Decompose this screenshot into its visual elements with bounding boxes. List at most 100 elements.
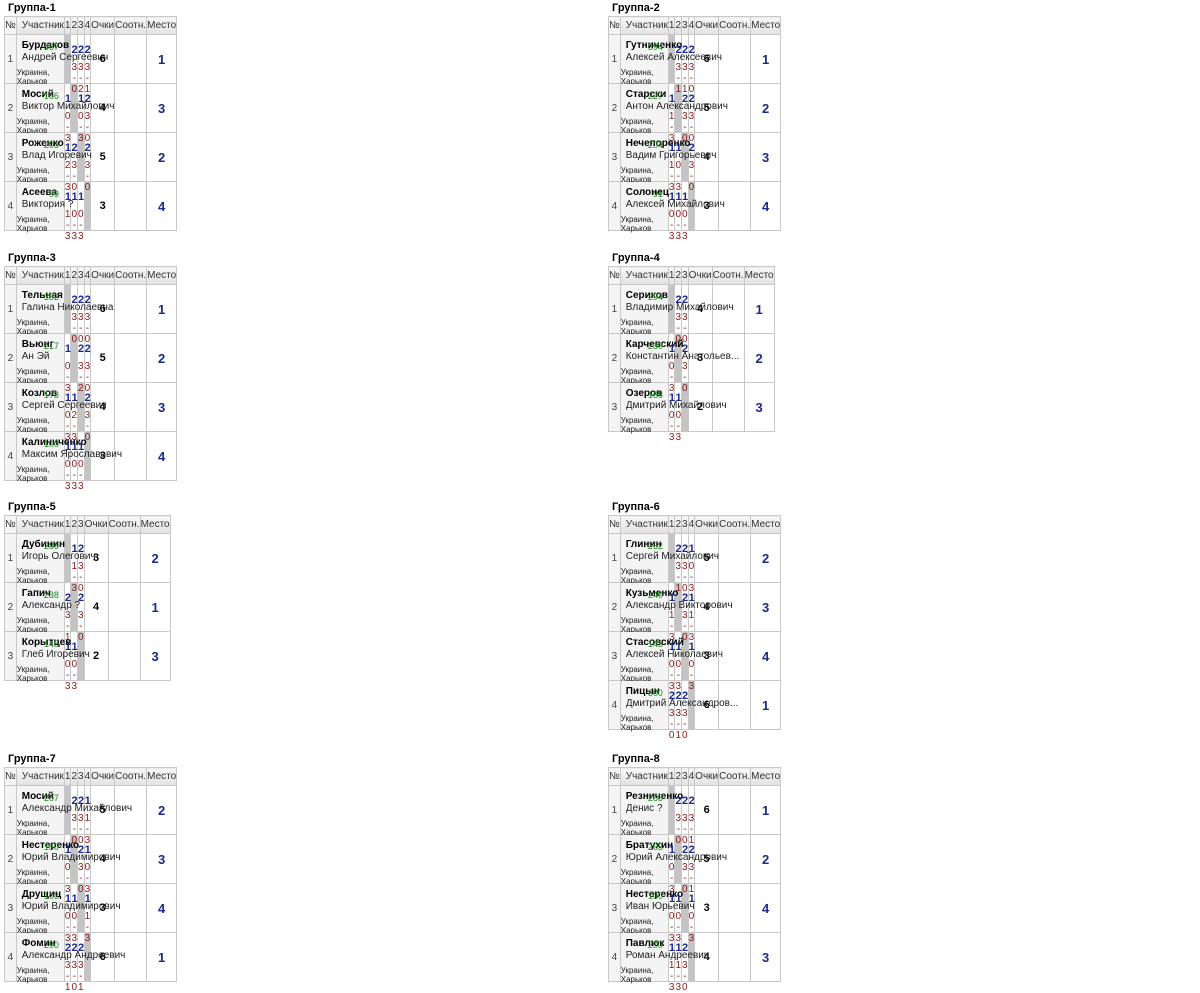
match-cell[interactable]: 1 0 - 3 [77,431,85,492]
player-cell[interactable]: Гутниченко Алексей Алексеевич 394 Украина, … [619,34,722,86]
player-surname[interactable]: Мосий [21,89,54,100]
match-cell[interactable]: 2 3 - 0 [77,533,85,594]
player-surname[interactable]: Нестеренко [625,889,684,900]
player-cell[interactable]: Бурдаков Андрей Сергеевич 467 Украина, Харь… [15,34,108,86]
player-surname[interactable]: Друщиц [21,889,62,900]
match-cell[interactable]: 2 3 - 0 [70,34,79,95]
match-cell[interactable]: 1 0 - 3 [70,883,79,944]
header-participant[interactable]: Участник [619,767,669,786]
player-surname[interactable]: Павлюк [625,938,665,949]
header-participant[interactable]: Участник [15,767,65,786]
match-cell[interactable]: 2 3 - 0 [687,132,696,193]
player-surname[interactable]: Тельная [21,290,63,301]
match-cell[interactable]: 1 0 - 3 [674,883,683,944]
match-cell[interactable]: 1 0 - 3 [667,883,676,944]
match-cell[interactable]: 2 3 - 1 [687,785,696,846]
player-surname[interactable]: Озеров [625,388,663,399]
match-cell[interactable]: 2 3 - 0 [674,785,683,846]
header-participant[interactable]: Участник [15,16,65,35]
player-cell[interactable]: Фомин Александр Андреевич 290 Украина, Харь… [15,932,125,984]
match-cell[interactable]: 2 3 - 1 [681,34,689,95]
match-cell[interactable]: 1 1 - 3 [674,932,683,993]
match-cell[interactable]: 2 3 - 0 [70,284,79,345]
match-cell[interactable]: 2 3 - 0 [83,83,92,144]
match-cell[interactable]: 1 1 - 3 [70,533,79,594]
match-cell[interactable]: 1 0 - 3 [63,83,72,144]
match-cell[interactable]: 2 3 - 0 [687,34,696,95]
match-cell[interactable]: 2 3 - 0 [83,382,92,443]
player-cell[interactable]: Вьюнг Ан Эй 217 Украина, Харьков [15,333,65,385]
match-cell[interactable]: 2 3 - 0 [681,533,689,594]
match-cell[interactable]: 1 0 - 3 [70,181,79,242]
player-cell[interactable]: Сериков Владимир Михайлович 294 Украина, Ха… [619,284,734,336]
match-cell[interactable]: 2 3 - 0 [70,132,79,193]
match-cell[interactable]: 2 3 - 0 [681,785,689,846]
player-cell[interactable]: Мосий Александр Михайлович 267 Украина, Хар… [15,785,132,837]
player-surname[interactable]: Роженко [21,138,64,149]
match-cell[interactable]: 1 0 - 3 [674,631,683,692]
match-cell[interactable]: 1 0 - 3 [70,631,79,692]
player-surname[interactable]: Старски [625,89,667,100]
player-cell[interactable]: Озеров Дмитрий Михайлович 168 Украина, Харь… [619,382,727,434]
player-cell[interactable]: Пицын Дмитрий Александров... 300 Украина, Х… [619,680,738,732]
match-cell[interactable]: 1 1 - 3 [63,181,72,242]
match-cell[interactable]: 1 0 - 3 [667,382,676,443]
player-surname[interactable]: Братухин [625,840,674,851]
match-cell[interactable]: 1 0 - 3 [687,883,696,944]
player-surname[interactable]: Сериков [625,290,668,301]
player-cell[interactable]: Старски Антон Александрович 227 Украина, Ха… [619,83,728,135]
match-cell[interactable]: 1 0 - 3 [681,181,689,242]
player-cell[interactable]: Нестеренко Юрий Владимирович 150 Украина, Х… [15,834,121,886]
match-cell[interactable]: 2 3 - 1 [674,680,683,741]
match-cell[interactable]: 1 0 - 3 [667,181,676,242]
match-cell[interactable]: 1 1 - 3 [667,582,676,643]
player-cell[interactable]: Тельная Галина Николаевна 352 Украина, Харь… [15,284,113,336]
match-cell[interactable]: 1 0 - 3 [63,883,72,944]
header-participant[interactable]: Участник [15,515,65,534]
player-cell[interactable]: Нестеренко Иван Юрьевич 100 Украина, Харько… [619,883,695,935]
match-cell[interactable]: 2 3 - 1 [83,34,92,95]
player-surname[interactable]: Асеева [21,187,58,198]
header-participant[interactable]: Участник [619,515,669,534]
match-cell[interactable]: 2 3 - 0 [77,582,85,643]
player-surname[interactable]: Гапич [21,588,51,599]
player-surname[interactable]: Кузьменко [625,588,679,599]
player-surname[interactable]: Фомин [21,938,56,949]
match-cell[interactable]: 2 3 - 0 [77,785,85,846]
player-cell[interactable]: Резниченко Денис ? 268 Украина, Харьков [619,785,683,837]
match-cell[interactable]: 2 3 - 1 [674,34,683,95]
match-cell[interactable]: 1 0 - 3 [63,431,72,492]
player-cell[interactable]: Козлов Сергей Сергеевич 173 Украина, Харько… [15,382,106,434]
player-cell[interactable]: Братухин Юрий Александрович 263 Украина, Ха… [619,834,727,886]
match-cell[interactable]: 1 0 - 3 [674,382,683,443]
match-cell[interactable]: 2 3 - 1 [77,932,85,993]
match-cell[interactable]: 1 0 - 3 [674,181,683,242]
player-cell[interactable]: Павлюк Роман Андреевич 200 Украина, Харьков [619,932,709,984]
match-cell[interactable]: 1 0 - 3 [77,181,85,242]
player-surname[interactable]: Дубинин [21,539,66,550]
match-cell[interactable]: 2 3 - 0 [681,834,689,895]
match-cell[interactable]: 2 3 - 0 [83,284,92,345]
player-cell[interactable]: Стасовский Алексей Николаевич 143 Украина, … [619,631,723,683]
match-cell[interactable]: 2 3 - 0 [687,83,696,144]
player-surname[interactable]: Гутниченко [625,40,683,51]
match-cell[interactable]: 1 0 - 3 [63,382,72,443]
match-cell[interactable]: 2 3 - 0 [77,834,85,895]
player-cell[interactable]: Друщиц Юрий Владимирович 103 Украина, Харьк… [15,883,121,935]
player-surname[interactable]: Карчевский [625,339,684,350]
match-cell[interactable]: 1 0 - 3 [83,834,92,895]
match-cell[interactable]: 1 1 - 3 [83,785,92,846]
player-surname[interactable]: Глинин [625,539,662,550]
match-cell[interactable]: 1 0 - 3 [667,333,676,394]
match-cell[interactable]: 2 3 - 0 [681,83,689,144]
match-cell[interactable]: 2 3 - 0 [70,932,79,993]
match-cell[interactable]: 2 3 - 0 [681,333,689,394]
player-cell[interactable]: Глинин Сергей Михайлович 262 Украина, Харьк… [619,533,719,585]
match-cell[interactable]: 1 0 - 3 [70,431,79,492]
match-cell[interactable]: 1 1 - 3 [667,932,676,993]
match-cell[interactable]: 1 2 - 3 [63,132,72,193]
player-cell[interactable]: Нечепоренко Вадим Григорьевич 204 Украина, … [619,132,716,184]
player-surname[interactable]: Вьюнг [21,339,54,350]
player-surname[interactable]: Резниченко [625,791,684,802]
match-cell[interactable]: 2 3 - 1 [63,932,72,993]
